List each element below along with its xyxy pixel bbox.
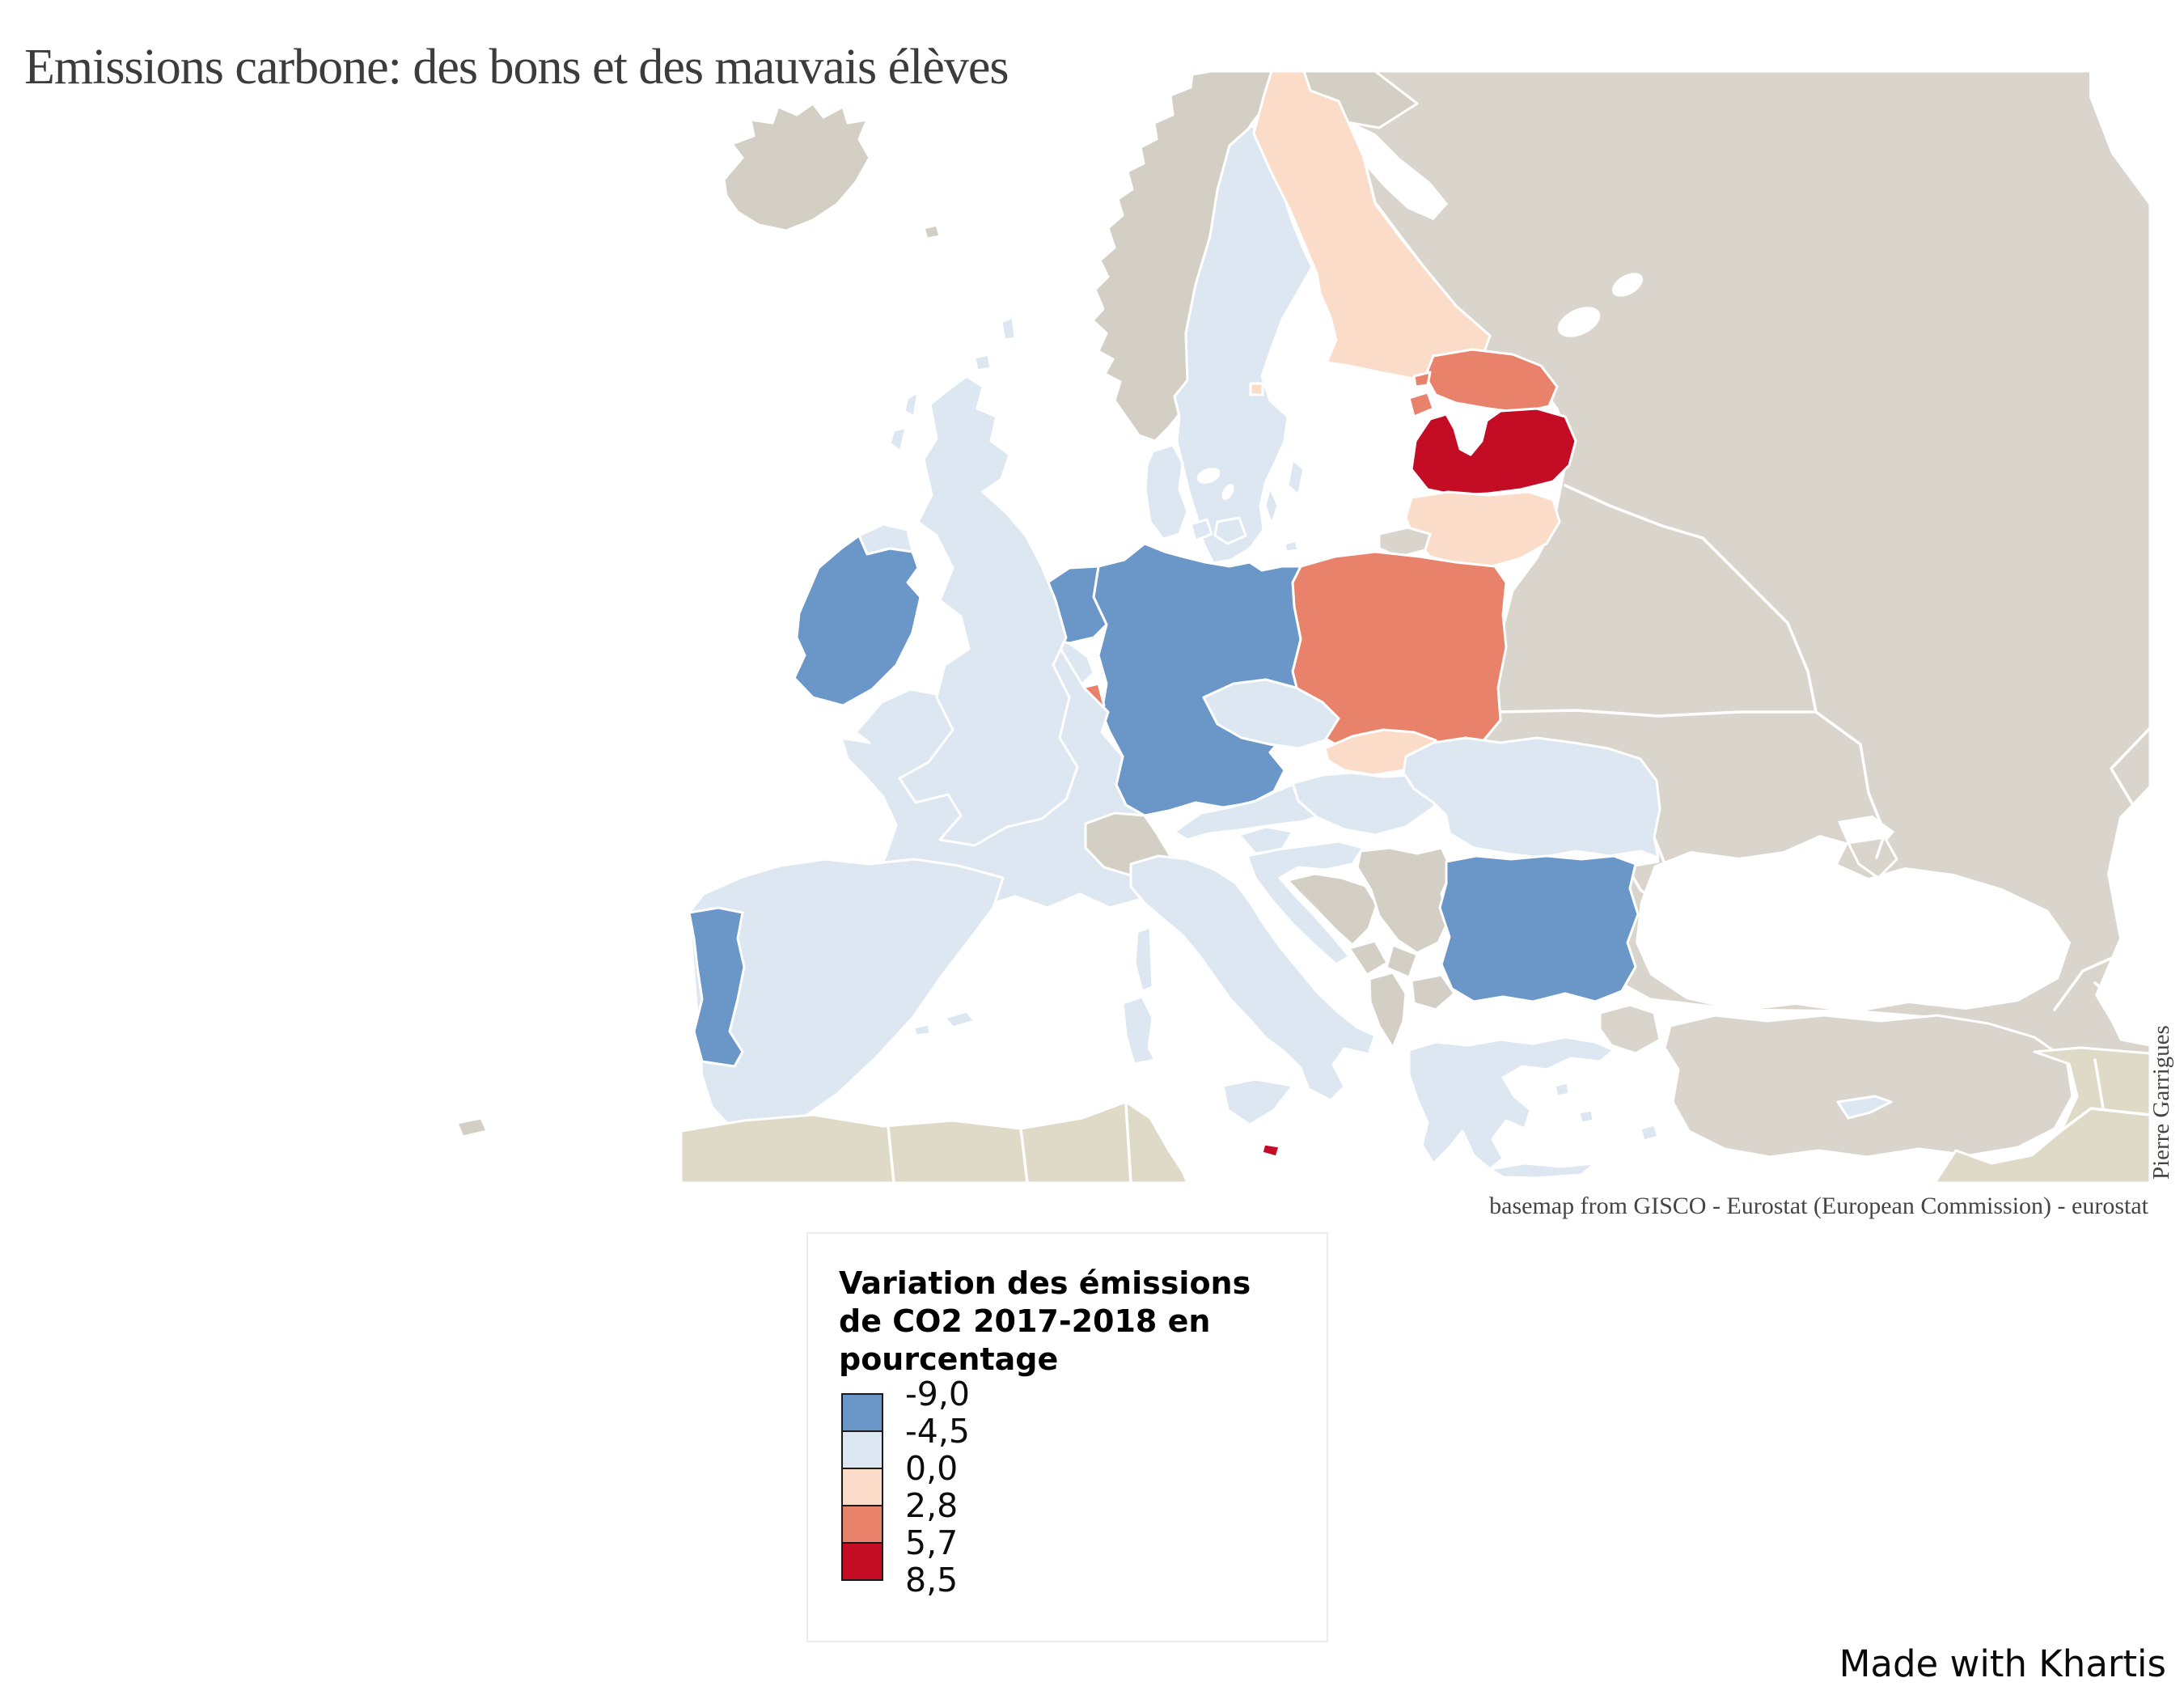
zealand <box>1213 516 1247 545</box>
legend-swatch-3 <box>841 1468 883 1506</box>
hiiumaa <box>1412 371 1432 388</box>
gotland <box>1286 458 1306 497</box>
white-sea <box>1349 123 1448 220</box>
cyprus <box>1836 1095 1893 1120</box>
legend-swatch-2 <box>841 1430 883 1469</box>
country-czechia <box>1202 678 1340 750</box>
legend: Variation des émissions de CO2 2017-2018… <box>806 1232 1328 1642</box>
crete <box>1488 1162 1597 1180</box>
legend-label-6: 8,5 <box>905 1561 959 1600</box>
country-romania <box>1402 736 1661 859</box>
author-credit: Pierre Garrigues <box>2148 1025 2174 1180</box>
border-kazakhstan <box>2110 727 2150 811</box>
country-uk <box>898 375 1079 847</box>
border-mideast-2 <box>2093 1058 2105 1110</box>
country-iceland <box>722 102 871 232</box>
country-kosovo <box>1385 943 1419 979</box>
legend-label-1: -9,0 <box>905 1375 970 1414</box>
saaremaa <box>1407 391 1435 418</box>
lake-vattern <box>1221 484 1234 500</box>
legend-title: Variation des émissions de CO2 2017-2018… <box>839 1265 1251 1379</box>
balearics-mallorca <box>943 1010 976 1029</box>
lake-vanern <box>1196 468 1221 484</box>
shetland <box>1000 316 1017 341</box>
country-germany <box>1092 542 1316 817</box>
sicily <box>1221 1078 1294 1126</box>
kaliningrad <box>1378 526 1432 558</box>
border-mideast-1 <box>2057 1107 2150 1134</box>
azores-west <box>293 840 314 854</box>
country-denmark <box>1144 443 1189 540</box>
sardinia <box>1121 995 1157 1066</box>
country-slovenia <box>1238 825 1294 855</box>
bornholm <box>1283 539 1300 553</box>
country-croatia <box>1246 840 1365 966</box>
funen <box>1189 518 1213 542</box>
corsica <box>1133 926 1154 993</box>
north-africa <box>679 1100 1189 1183</box>
border-ukraine-russia <box>1814 710 1886 859</box>
country-portugal <box>688 906 746 1068</box>
country-serbia <box>1356 846 1454 955</box>
made-with-khartis: Made with Khartis <box>1839 1642 2166 1685</box>
country-albania <box>1368 971 1407 1049</box>
country-north-macedonia <box>1410 973 1456 1011</box>
lake-ladoga <box>1557 307 1601 337</box>
legend-title-line-2: de CO2 2017-2018 en <box>839 1303 1211 1339</box>
border-belarus-east <box>1701 536 1818 714</box>
border-belarus-north <box>1564 484 1704 540</box>
legend-swatches <box>841 1393 883 1581</box>
aland <box>1249 382 1264 396</box>
legend-title-line-1: Variation des émissions <box>839 1265 1251 1301</box>
legend-title-line-3: pourcentage <box>839 1341 1059 1377</box>
oland <box>1263 485 1280 526</box>
country-sweden <box>1173 124 1314 565</box>
rhodes <box>1639 1123 1660 1142</box>
border-caucasus-2 <box>2093 981 2129 1013</box>
legend-label-3: 0,0 <box>905 1449 959 1489</box>
hebrides-outer <box>903 391 920 418</box>
middle-east <box>1933 1046 2150 1183</box>
country-malta <box>1260 1142 1281 1159</box>
country-greece <box>1407 1036 1615 1171</box>
orkney <box>973 353 993 372</box>
balearics-ibiza <box>912 1023 932 1037</box>
border-belarus-ukraine <box>1496 709 1818 718</box>
turkey-thrace <box>1598 1003 1661 1055</box>
country-ireland <box>793 534 922 707</box>
hebrides-inner <box>888 426 908 453</box>
legend-label-2: -4,5 <box>905 1412 970 1451</box>
basemap-credit: basemap from GISCO - Eurostat (European … <box>1489 1193 2148 1219</box>
country-montenegro <box>1348 939 1389 977</box>
legend-label-5: 5,7 <box>905 1523 959 1563</box>
legend-label-4: 2,8 <box>905 1486 959 1526</box>
aegean-island-1 <box>1553 1081 1571 1098</box>
arctic-sea-wedge <box>2089 71 2150 206</box>
lake-onega <box>1611 273 1644 297</box>
country-bulgaria <box>1438 854 1640 1003</box>
country-turkey <box>1663 1014 2074 1159</box>
country-lithuania <box>1404 490 1561 568</box>
legend-swatch-1 <box>841 1393 883 1432</box>
crimea <box>1847 836 1898 879</box>
border-caucasus-1 <box>2053 953 2150 1011</box>
legend-swatch-4 <box>841 1505 883 1544</box>
faroe-islands <box>922 223 942 240</box>
madeira <box>455 1116 489 1138</box>
border-africa-2 <box>1019 1127 1029 1183</box>
aegean-island-2 <box>1577 1108 1595 1125</box>
country-italy <box>1129 854 1377 1102</box>
country-bosnia <box>1286 872 1378 947</box>
azores-east <box>317 883 346 902</box>
page-title: Emissions carbone: des bons et des mauva… <box>24 39 1009 95</box>
border-africa-1 <box>887 1125 895 1183</box>
country-latvia <box>1410 407 1577 497</box>
black-sea <box>1636 835 2071 1013</box>
caspian-sea <box>2095 785 2150 1044</box>
border-africa-3 <box>1124 1103 1132 1183</box>
legend-swatch-5 <box>841 1542 883 1581</box>
